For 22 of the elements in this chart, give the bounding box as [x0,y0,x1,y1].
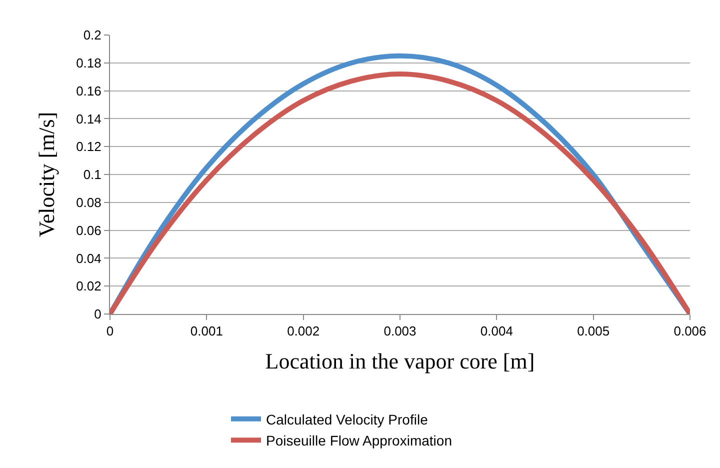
y-tick-label: 0.14 [76,111,102,126]
x-tick-label: 0.006 [674,324,706,339]
y-tick-label: 0.18 [76,55,102,70]
y-tick-label: 0.08 [76,194,102,210]
y-tick-label: 0.12 [76,139,102,154]
x-axis-title: Location in the vapor core [m] [265,348,535,374]
y-tick-label: 0.1 [83,167,102,182]
legend-label: Poiseuille Flow Approximation [266,432,452,449]
x-tick-label: 0.005 [577,324,610,339]
x-tick-label: 0.004 [480,324,513,339]
x-tick-label: 0.002 [287,324,320,339]
y-tick-label: 0.2 [83,28,102,43]
x-tick-label: 0.003 [384,324,416,339]
y-tick-label: 0.04 [76,250,102,266]
x-tick-label: 0 [106,324,114,339]
y-axis-title: Velocity [m/s] [34,112,59,238]
x-tick-label: 0.001 [190,324,223,339]
legend-label: Calculated Velocity Profile [266,411,428,428]
y-tick-label: 0.06 [76,222,102,238]
y-tick-label: 0.02 [76,278,102,294]
y-tick-label: 0.16 [76,83,102,98]
y-tick-label: 0 [94,306,102,322]
